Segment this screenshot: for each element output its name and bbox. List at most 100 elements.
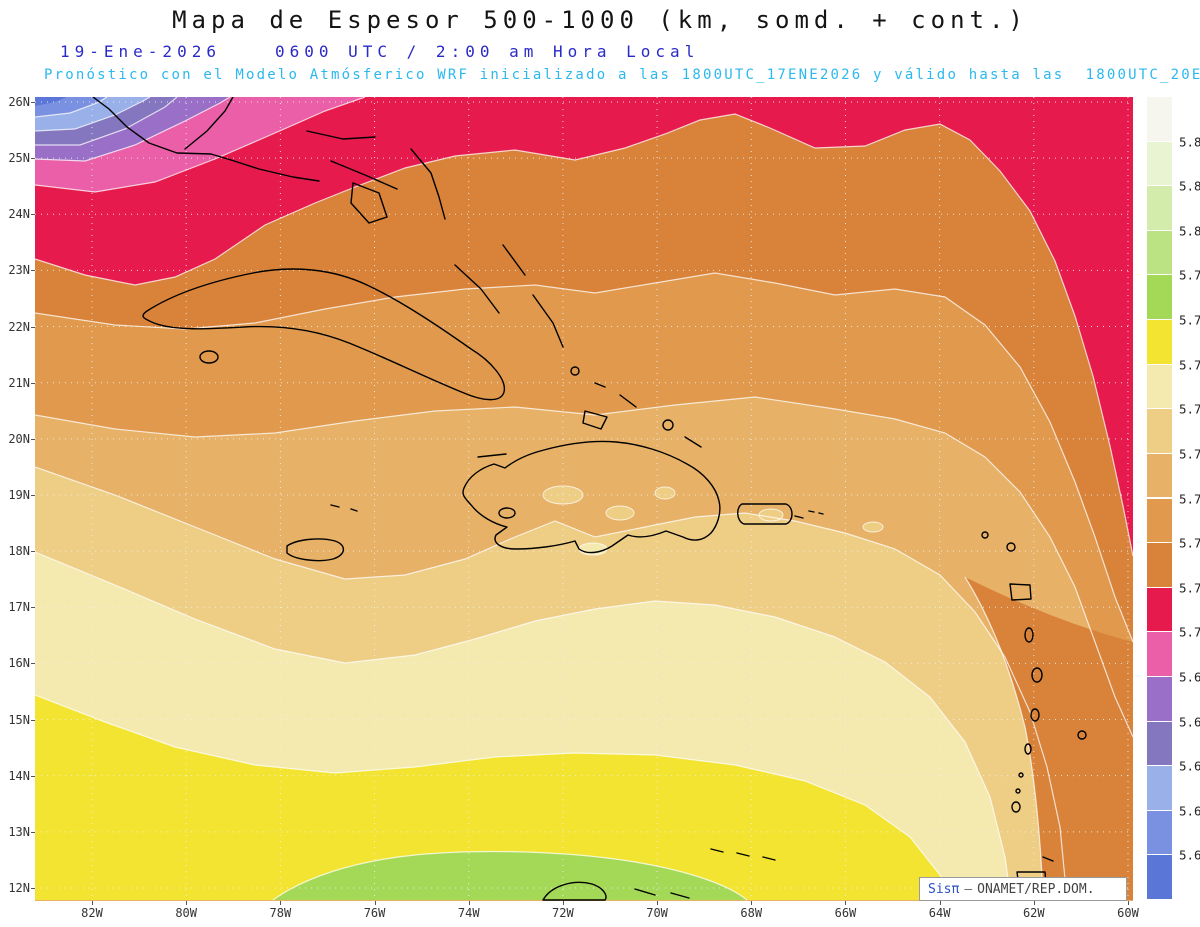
lon-label: 80W — [175, 906, 198, 920]
lat-label: 21N — [8, 375, 30, 390]
lat-label: 19N — [8, 487, 30, 502]
credit-separator: — — [964, 881, 973, 897]
colorbar-segment — [1147, 676, 1172, 722]
lon-tick — [374, 901, 376, 905]
lat-label: 24N — [8, 207, 30, 222]
colorbar-label: 5.7 — [1179, 624, 1200, 640]
gonave-coast — [498, 507, 516, 519]
colorbar-segment — [1147, 855, 1172, 900]
turks-caicos-coast — [582, 382, 702, 448]
lat-label: 18N — [8, 544, 30, 559]
colorbar-label: 5.736 — [1179, 491, 1200, 506]
lon-label: 60W — [1117, 906, 1139, 920]
lat-tick — [31, 551, 35, 553]
jamaica-coast — [286, 538, 345, 562]
colorbar-label: 5.676 — [1179, 714, 1200, 730]
lon-label: 72W — [552, 906, 574, 920]
colorbar-segment — [1147, 810, 1172, 856]
colorbar-segment — [1147, 320, 1172, 365]
colorbar-label: 5.724 — [1179, 535, 1200, 551]
lon-tick — [657, 901, 659, 905]
lat-label: 20N — [8, 431, 30, 446]
colorbar-segment — [1147, 498, 1172, 544]
lat-tick — [31, 663, 35, 665]
colorbar-segment — [1147, 141, 1172, 187]
cayman-islands — [330, 504, 358, 512]
lon-tick — [468, 901, 470, 905]
puerto-rico-coast — [737, 503, 824, 525]
lon-label: 64W — [928, 906, 951, 920]
lat-label: 22N — [8, 319, 30, 334]
colorbar-segment — [1147, 364, 1172, 410]
lat-label: 25N — [8, 151, 30, 166]
colorbar-segment — [1147, 587, 1172, 633]
colorbar-label: 5.688 — [1179, 669, 1200, 685]
colorbar-label: 5.807 — [1179, 223, 1200, 239]
lon-label: 82W — [81, 906, 103, 920]
colorbar-segment — [1147, 186, 1172, 231]
thickness-map-svg — [34, 96, 1134, 901]
lon-tick — [280, 901, 282, 905]
lat-label: 15N — [8, 712, 30, 727]
lon-label: 62W — [1022, 906, 1045, 920]
hispaniola-coast — [462, 440, 721, 554]
date-label: 19-Ene-2026 — [60, 42, 221, 61]
coastlines — [92, 96, 1087, 901]
lon-label: 74W — [457, 906, 480, 920]
colorbar-segment — [1147, 409, 1172, 454]
time-label: 0600 UTC / 2:00 am Hora Local — [274, 42, 700, 61]
lon-label: 76W — [363, 906, 386, 920]
lon-label: 66W — [834, 906, 857, 920]
colorbar-label: 5.831 — [1179, 134, 1200, 150]
forecast-note: Pronóstico con el Modelo Atmósferico WRF… — [44, 67, 1200, 83]
lon-label: 70W — [646, 906, 668, 920]
lat-label: 14N — [8, 768, 30, 783]
lat-tick — [31, 831, 35, 833]
lon-tick — [186, 901, 188, 905]
south-america-coast — [542, 881, 690, 901]
datetime-row: 19-Ene-2026 0600 UTC / 2:00 am Hora Loca… — [60, 42, 699, 61]
colorbar-label: 5.748 — [1179, 446, 1200, 462]
lat-label: 23N — [8, 263, 30, 278]
credit-badge: Sisπ — ONAMET/REP.DOM. — [919, 877, 1127, 901]
lat-tick — [31, 887, 35, 889]
lon-tick — [562, 901, 564, 905]
lon-tick — [939, 901, 941, 905]
colorbar-segment — [1147, 632, 1172, 677]
brand-label: Sisπ — [928, 881, 960, 897]
lat-tick — [31, 270, 35, 272]
colorbar-label: 5.772 — [1179, 357, 1200, 373]
colorbar-segment — [1147, 230, 1172, 276]
lat-label: 13N — [8, 824, 30, 839]
colorbar-segment — [1147, 766, 1172, 811]
lon-label: 78W — [269, 906, 292, 920]
colorbar-label: 5.819 — [1179, 178, 1200, 194]
lat-tick — [31, 382, 35, 384]
lon-tick — [1127, 901, 1129, 905]
abc-islands-coast — [710, 848, 776, 861]
colorbar-label: 5.664 — [1179, 758, 1200, 774]
colorbar-label: 5.712 — [1179, 580, 1200, 596]
lat-label: 12N — [8, 880, 30, 895]
lon-tick — [1033, 901, 1035, 905]
lat-tick — [31, 326, 35, 328]
colorbar-label: 5.64 — [1179, 847, 1200, 863]
colorbar-segment — [1147, 97, 1172, 142]
page-title: Mapa de Espesor 500-1000 (km, somd. + co… — [172, 6, 1028, 34]
lat-label: 26N — [8, 95, 30, 109]
lon-tick — [845, 901, 847, 905]
colorbar-segment — [1147, 453, 1172, 499]
lon-label: 68W — [740, 906, 763, 920]
lat-tick — [31, 775, 35, 777]
lat-tick — [31, 102, 35, 103]
colorbar-label: 5.652 — [1179, 803, 1200, 819]
lat-tick — [31, 607, 35, 609]
thickness-band-fills — [35, 97, 1133, 901]
org-label: ONAMET/REP.DOM. — [977, 881, 1095, 897]
colorbar-label: 5.76 — [1179, 401, 1200, 417]
lat-tick — [31, 214, 35, 216]
cuba-coast — [142, 268, 505, 401]
lat-tick — [31, 158, 35, 160]
lon-tick — [92, 901, 93, 905]
